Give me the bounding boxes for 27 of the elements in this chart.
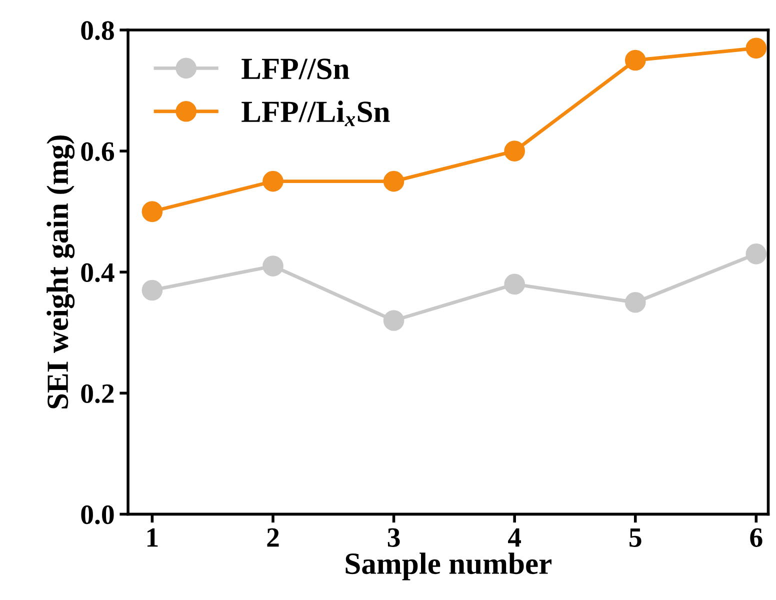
x-tick-label: 1 bbox=[147, 528, 158, 547]
point bbox=[504, 140, 525, 162]
y-tick-label: 0.2 bbox=[81, 384, 114, 404]
x-tick-label: 6 bbox=[750, 528, 762, 547]
x-tick-label: 4 bbox=[508, 528, 522, 547]
point bbox=[383, 170, 404, 192]
point bbox=[142, 280, 163, 301]
point bbox=[262, 170, 284, 192]
point bbox=[746, 244, 767, 264]
x-tick-label: 2 bbox=[267, 528, 279, 547]
x-axis-title: Sample number bbox=[346, 552, 552, 580]
y-axis-title: SEI weight gain (mg) bbox=[46, 136, 75, 408]
y-tick-label: 0.4 bbox=[81, 263, 114, 282]
y-tick-label: 0.0 bbox=[81, 505, 114, 524]
point bbox=[142, 201, 163, 222]
point bbox=[746, 38, 767, 59]
y-tick-label: 0.8 bbox=[81, 21, 114, 40]
point bbox=[262, 256, 284, 276]
point bbox=[624, 50, 646, 71]
point bbox=[624, 292, 646, 313]
legend-label: LFP//Li$_{x}$Sn bbox=[242, 100, 390, 126]
point bbox=[504, 274, 525, 295]
legend-label: LFP//Sn bbox=[242, 58, 350, 80]
x-tick-label: 5 bbox=[630, 528, 642, 547]
point bbox=[383, 310, 404, 331]
y-tick-label: 0.6 bbox=[81, 142, 114, 162]
x-tick-label: 3 bbox=[388, 528, 400, 547]
